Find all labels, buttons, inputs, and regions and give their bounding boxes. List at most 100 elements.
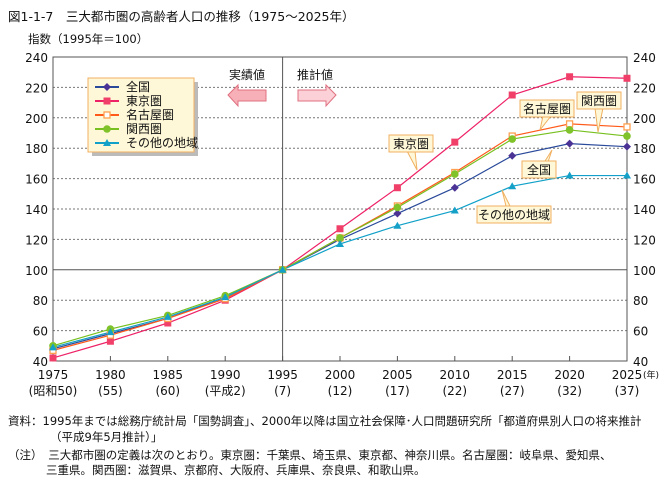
marker-circle bbox=[451, 170, 459, 178]
marker-triangle bbox=[49, 343, 57, 351]
y-tick-label-left: 180 bbox=[25, 142, 48, 156]
y-tick-label-right: 160 bbox=[633, 173, 656, 187]
definition-note-cont: 三重県。関西圏：滋賀県、京都府、大阪府、兵庫県、奈良県、和歌山県。 bbox=[46, 463, 426, 477]
callout-pointer bbox=[594, 107, 604, 133]
legend-label: 関西圏 bbox=[126, 122, 162, 136]
marker-diamond bbox=[623, 142, 631, 151]
marker-square bbox=[508, 91, 516, 99]
y-tick-label-left: 240 bbox=[25, 51, 48, 65]
x-tick-label: 2020 bbox=[554, 368, 585, 382]
marker-square bbox=[49, 354, 57, 362]
callout-box bbox=[388, 134, 434, 153]
y-tick-label-right: 180 bbox=[633, 142, 656, 156]
x-tick-sublabel: (22) bbox=[442, 384, 467, 398]
callout-pointer bbox=[539, 115, 552, 131]
x-tick-label: 1975 bbox=[38, 368, 69, 382]
y-tick-label-right: 100 bbox=[633, 264, 656, 278]
x-tick-label: 2005 bbox=[382, 368, 413, 382]
callout-box bbox=[519, 99, 575, 118]
y-tick-label-right: 120 bbox=[633, 233, 656, 247]
marker-square bbox=[393, 184, 401, 192]
arrow-left-icon bbox=[227, 83, 267, 108]
y-tick-label-left: 200 bbox=[25, 112, 48, 126]
marker-triangle bbox=[450, 206, 459, 214]
actual-label: 実績値 bbox=[229, 67, 265, 82]
y-tick-label-left: 220 bbox=[25, 81, 48, 95]
figure-title: 図1-1-7 三大都市圏の高齢者人口の推移（1975～2025年） bbox=[8, 9, 355, 24]
marker-circle bbox=[565, 126, 574, 134]
y-tick-label-right: 220 bbox=[633, 81, 656, 95]
x-tick-sublabel: (27) bbox=[500, 384, 525, 398]
x-tick-sublabel: (37) bbox=[615, 384, 640, 398]
marker-square bbox=[164, 319, 172, 327]
y-tick-label-left: 160 bbox=[25, 173, 48, 187]
marker-diamond bbox=[565, 139, 574, 148]
x-tick-label: 1980 bbox=[95, 368, 126, 382]
marker-open-square bbox=[565, 120, 574, 128]
x-tick-label: 1995 bbox=[267, 368, 298, 382]
y-axis-label: 指数（1995年＝100） bbox=[28, 32, 149, 46]
marker-triangle bbox=[106, 328, 115, 336]
marker-square bbox=[566, 73, 574, 81]
x-tick-label: 1985 bbox=[153, 368, 184, 382]
marker-triangle bbox=[278, 265, 287, 273]
marker-diamond bbox=[103, 83, 111, 91]
marker-circle bbox=[623, 132, 631, 140]
y-tick-label-right: 40 bbox=[633, 355, 648, 369]
x-tick-sublabel: (60) bbox=[155, 384, 180, 398]
marker-square bbox=[336, 225, 344, 233]
marker-circle bbox=[508, 135, 516, 143]
marker-triangle bbox=[221, 293, 230, 301]
y-tick-label-right: 240 bbox=[633, 51, 656, 65]
y-tick-label-left: 80 bbox=[33, 294, 48, 308]
series-line bbox=[52, 174, 627, 348]
projected-label: 推計値 bbox=[297, 67, 333, 82]
source-note: 資料：1995年までは総務庁統計局「国勢調査」、2000年以降は国立社会保障･人… bbox=[8, 414, 642, 428]
marker-circle bbox=[336, 234, 344, 242]
x-tick-sublabel: (昭和50) bbox=[29, 384, 78, 398]
callout-box bbox=[521, 160, 557, 179]
legend-label: 東京圏 bbox=[126, 94, 162, 108]
x-tick-label: 2000 bbox=[325, 368, 356, 382]
callout-box bbox=[476, 205, 552, 224]
marker-circle bbox=[393, 203, 402, 212]
marker-open-square bbox=[103, 111, 111, 119]
y-tick-label-right: 200 bbox=[633, 112, 656, 126]
y-tick-label-left: 40 bbox=[33, 355, 48, 369]
y-tick-label-left: 100 bbox=[25, 264, 48, 278]
x-tick-label: 2025 bbox=[612, 368, 643, 382]
y-tick-label-left: 120 bbox=[25, 233, 48, 247]
source-note-cont: （平成9年5月推計）」 bbox=[50, 430, 163, 444]
marker-triangle bbox=[393, 221, 402, 229]
legend-label: その他の地域 bbox=[126, 136, 198, 150]
x-unit-label: (年) bbox=[643, 369, 659, 381]
x-tick-label: 2015 bbox=[497, 368, 528, 382]
marker-triangle bbox=[103, 139, 111, 146]
x-tick-sublabel: (32) bbox=[557, 384, 582, 398]
x-tick-sublabel: (平成2) bbox=[205, 384, 246, 398]
marker-square bbox=[451, 138, 459, 146]
y-tick-label-left: 140 bbox=[25, 203, 48, 217]
callout-label: その他の地域 bbox=[478, 208, 550, 222]
x-tick-sublabel: (7) bbox=[274, 384, 291, 398]
x-tick-label: 2010 bbox=[440, 368, 471, 382]
marker-triangle bbox=[565, 171, 574, 179]
marker-square bbox=[623, 74, 631, 82]
x-tick-label: 1990 bbox=[210, 368, 241, 382]
x-tick-sublabel: (12) bbox=[328, 384, 353, 398]
marker-diamond bbox=[393, 209, 402, 218]
marker-diamond bbox=[508, 151, 517, 160]
legend-label: 全国 bbox=[126, 79, 150, 94]
line-chart: 40 40 60 60 80 80 100 100 120 120 140 140 160 160 180 1… bbox=[25, 51, 659, 398]
y-tick-label-left: 60 bbox=[33, 325, 48, 339]
marker-square bbox=[103, 97, 111, 105]
legend-label: 名古屋圏 bbox=[126, 107, 174, 122]
callout-label: 全国 bbox=[527, 162, 551, 177]
marker-triangle bbox=[508, 182, 517, 190]
x-tick-sublabel: (55) bbox=[98, 384, 123, 398]
callout-label: 東京圏 bbox=[393, 137, 429, 151]
y-tick-label-right: 60 bbox=[633, 325, 648, 339]
y-tick-label-right: 140 bbox=[633, 203, 656, 217]
marker-triangle bbox=[623, 171, 631, 179]
